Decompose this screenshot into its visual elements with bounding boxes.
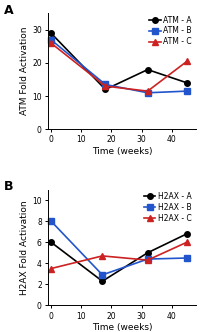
ATM - C	[50, 41, 52, 45]
H2AX - A	[50, 240, 52, 244]
H2AX - C	[101, 254, 104, 258]
Legend: ATM - A, ATM - B, ATM - C: ATM - A, ATM - B, ATM - C	[148, 15, 192, 47]
H2AX - B	[50, 219, 52, 223]
Text: A: A	[4, 4, 13, 17]
ATM - B	[146, 91, 149, 95]
Y-axis label: H2AX Fold Activation: H2AX Fold Activation	[20, 200, 29, 295]
H2AX - A	[186, 232, 188, 236]
Line: H2AX - C: H2AX - C	[48, 239, 190, 271]
ATM - C	[186, 59, 188, 63]
X-axis label: Time (weeks): Time (weeks)	[92, 147, 152, 156]
ATM - C	[104, 84, 107, 88]
ATM - C	[146, 89, 149, 93]
H2AX - C	[146, 258, 149, 262]
Line: ATM - C: ATM - C	[48, 40, 190, 94]
H2AX - C	[186, 240, 188, 244]
Legend: H2AX - A, H2AX - B, H2AX - C: H2AX - A, H2AX - B, H2AX - C	[143, 191, 192, 223]
Line: ATM - A: ATM - A	[48, 30, 190, 92]
ATM - A	[104, 87, 107, 91]
ATM - B	[104, 83, 107, 87]
X-axis label: Time (weeks): Time (weeks)	[92, 323, 152, 332]
ATM - A	[146, 68, 149, 72]
H2AX - A	[146, 251, 149, 255]
H2AX - A	[101, 279, 104, 283]
Text: B: B	[4, 180, 13, 193]
ATM - A	[50, 31, 52, 35]
Y-axis label: ATM Fold Activation: ATM Fold Activation	[20, 27, 29, 116]
H2AX - B	[101, 273, 104, 277]
Line: H2AX - B: H2AX - B	[48, 218, 190, 278]
Line: H2AX - A: H2AX - A	[48, 231, 190, 284]
H2AX - B	[186, 256, 188, 260]
ATM - B	[186, 89, 188, 93]
Line: ATM - B: ATM - B	[48, 37, 190, 96]
H2AX - B	[146, 257, 149, 261]
ATM - A	[186, 81, 188, 85]
ATM - B	[50, 38, 52, 42]
H2AX - C	[50, 267, 52, 271]
